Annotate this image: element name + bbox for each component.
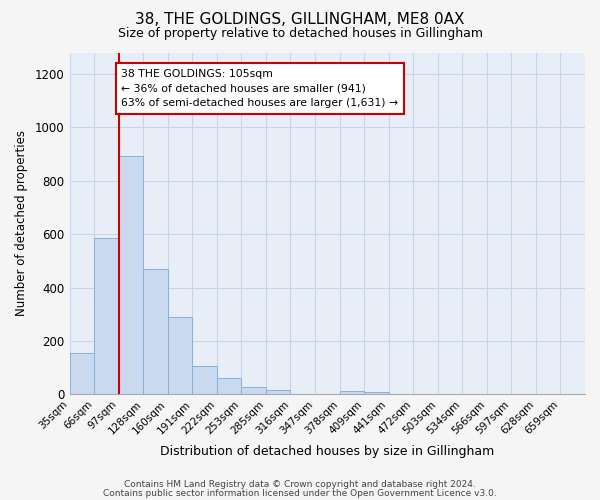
Text: Contains public sector information licensed under the Open Government Licence v3: Contains public sector information licen… [103,488,497,498]
Bar [192,366,217,394]
Text: 38, THE GOLDINGS, GILLINGHAM, ME8 0AX: 38, THE GOLDINGS, GILLINGHAM, ME8 0AX [135,12,465,28]
Bar [168,317,192,394]
Bar [364,392,389,394]
Y-axis label: Number of detached properties: Number of detached properties [15,130,28,316]
Bar [266,390,290,394]
Text: 38 THE GOLDINGS: 105sqm
← 36% of detached houses are smaller (941)
63% of semi-d: 38 THE GOLDINGS: 105sqm ← 36% of detache… [121,68,398,108]
Bar [143,269,168,394]
Text: Size of property relative to detached houses in Gillingham: Size of property relative to detached ho… [118,28,482,40]
Bar [217,378,241,394]
Bar [340,391,364,394]
Text: Contains HM Land Registry data © Crown copyright and database right 2024.: Contains HM Land Registry data © Crown c… [124,480,476,489]
Bar [94,238,119,394]
Bar [241,387,266,394]
Bar [119,156,143,394]
X-axis label: Distribution of detached houses by size in Gillingham: Distribution of detached houses by size … [160,444,494,458]
Bar [70,353,94,395]
